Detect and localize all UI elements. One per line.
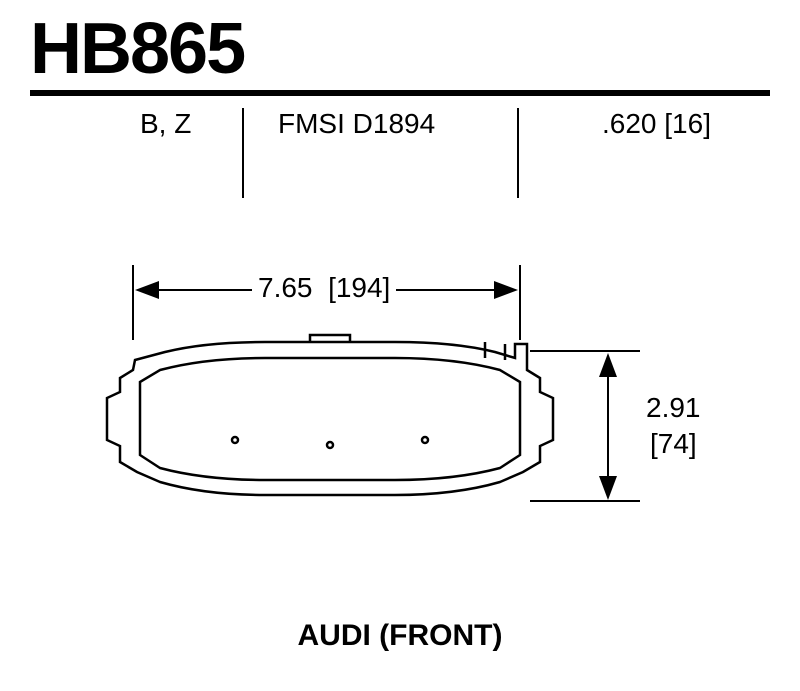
height-in-text: 2.91 — [640, 392, 707, 424]
width-in: 7.65 — [258, 272, 313, 303]
spec-row: B, Z FMSI D1894 .620 [16] — [30, 108, 770, 208]
application-label: AUDI (FRONT) — [0, 619, 800, 653]
header-underline — [30, 90, 770, 96]
width-ext-left — [132, 265, 134, 340]
spec-thickness: .620 [16] — [602, 108, 711, 140]
spec-divider-1 — [242, 108, 244, 198]
width-arrow-left — [135, 281, 159, 299]
height-mm-text: [74] — [644, 428, 703, 460]
width-arrow-right — [494, 281, 518, 299]
thickness-mm: [16] — [664, 108, 711, 139]
thickness-in: .620 — [602, 108, 657, 139]
width-ext-right — [519, 265, 521, 340]
brake-pad-drawing — [105, 330, 555, 510]
spec-compounds: B, Z — [140, 108, 191, 140]
part-number-title: HB865 — [30, 8, 244, 90]
spec-fmsi: FMSI D1894 — [278, 108, 435, 140]
height-arrow-up — [599, 353, 617, 377]
height-dim-line — [607, 358, 609, 495]
width-mm: [194] — [328, 272, 390, 303]
height-arrow-down — [599, 476, 617, 500]
width-dim-text: 7.65 [194] — [252, 272, 396, 304]
spec-divider-2 — [517, 108, 519, 198]
